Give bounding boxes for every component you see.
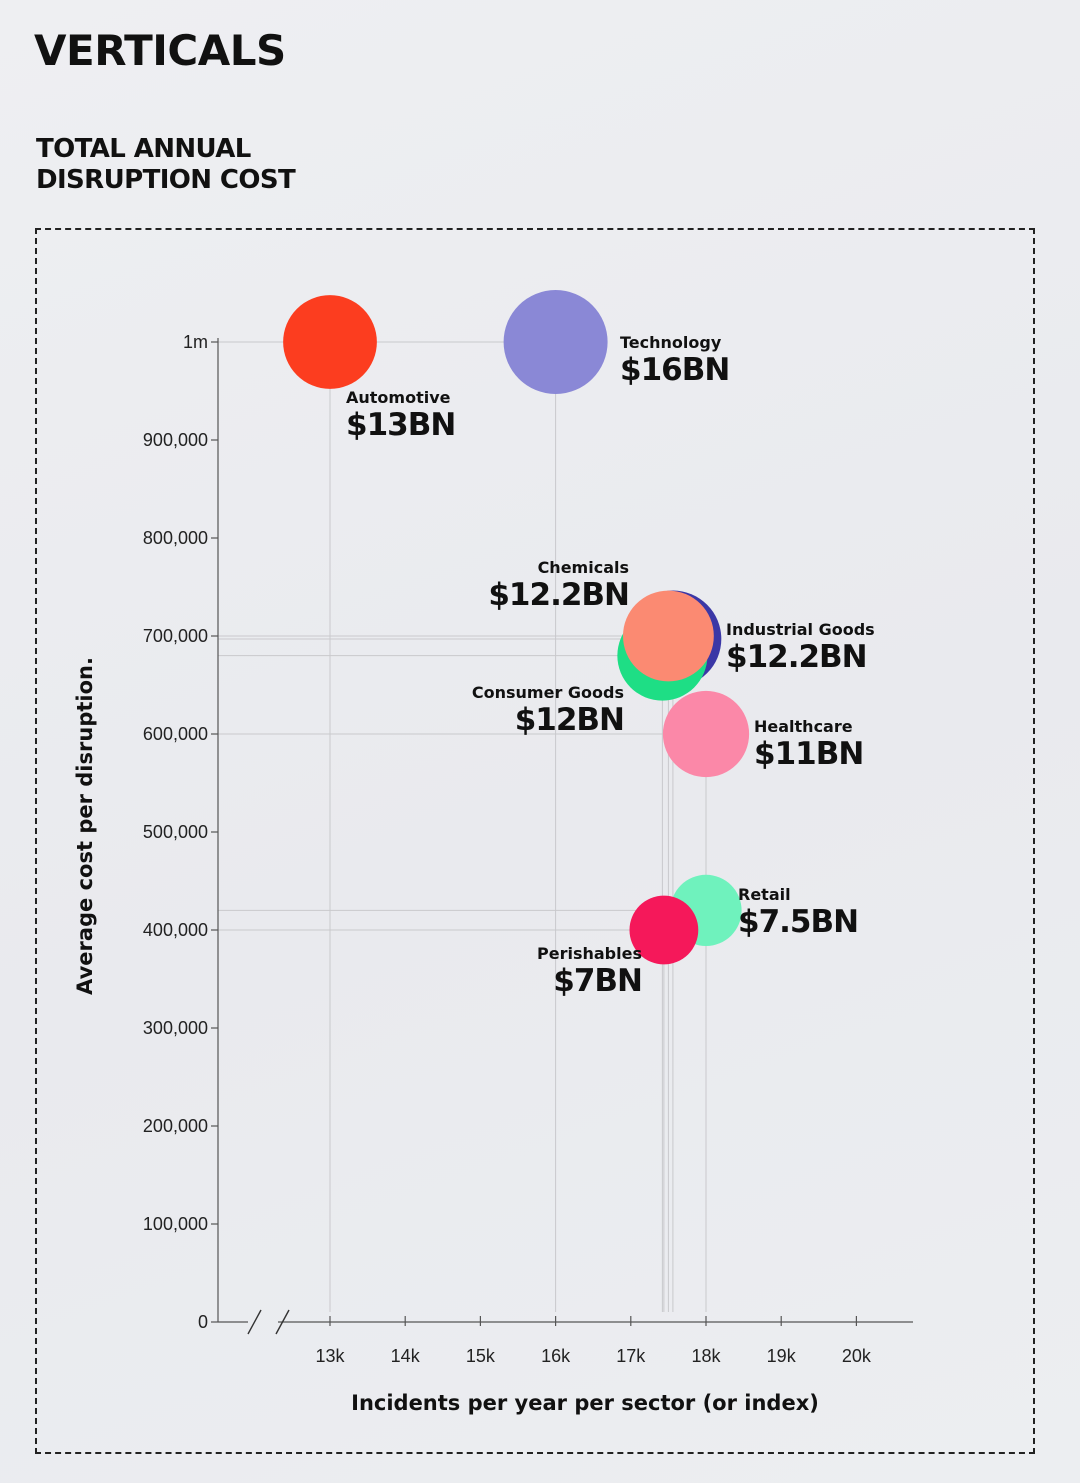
value-label-healthcare: $11BN (754, 736, 863, 772)
y-tick-label: 300,000 (143, 1018, 208, 1038)
chart-frame (35, 228, 1035, 1454)
value-label-automotive: $13BN (346, 407, 455, 443)
y-tick-label: 200,000 (143, 1116, 208, 1136)
value-label-chemicals: $12.2BN (488, 577, 629, 613)
y-axis-label: Average cost per disruption. (73, 657, 97, 995)
y-tick-label: 600,000 (143, 724, 208, 744)
y-tick-label: 800,000 (143, 528, 208, 548)
value-label-perishables: $7BN (553, 963, 642, 999)
series-label-perishables: Perishables (537, 944, 642, 963)
series-label-healthcare: Healthcare (754, 717, 853, 736)
y-tick-label: 400,000 (143, 920, 208, 940)
bubble-automotive (283, 295, 377, 389)
y-tick-label: 0 (198, 1312, 208, 1332)
subtitle-line-2: DISRUPTION COST (36, 165, 296, 195)
x-tick-label: 18k (691, 1346, 721, 1366)
bubble-technology (503, 290, 608, 394)
bubble-perishables (629, 895, 699, 965)
series-label-consumer-goods: Consumer Goods (472, 683, 624, 702)
page-title: VERTICALS (34, 26, 286, 75)
series-label-chemicals: Chemicals (538, 558, 629, 577)
value-label-consumer-goods: $12BN (515, 702, 624, 738)
series-label-industrial-goods: Industrial Goods (726, 620, 875, 639)
y-tick-label: 700,000 (143, 626, 208, 646)
x-tick-label: 16k (541, 1346, 571, 1366)
value-label-industrial-goods: $12.2BN (726, 639, 867, 675)
axis-break-mark (275, 1309, 290, 1335)
bubble-chemicals (622, 590, 714, 682)
x-tick-label: 20k (842, 1346, 872, 1366)
value-label-technology: $16BN (620, 352, 729, 388)
x-axis-label: Incidents per year per sector (or index) (351, 1391, 819, 1415)
series-label-technology: Technology (620, 333, 722, 352)
x-tick-label: 14k (391, 1346, 421, 1366)
x-tick-label: 19k (767, 1346, 797, 1366)
axis-break-mark (247, 1309, 262, 1335)
x-tick-label: 15k (466, 1346, 496, 1366)
subtitle-line-1: TOTAL ANNUAL (36, 134, 251, 164)
series-label-automotive: Automotive (346, 388, 451, 407)
series-label-retail: Retail (738, 885, 791, 904)
x-tick-label: 17k (616, 1346, 646, 1366)
y-tick-label: 100,000 (143, 1214, 208, 1234)
y-tick-label: 500,000 (143, 822, 208, 842)
value-label-retail: $7.5BN (738, 904, 858, 940)
chart-subtitle: TOTAL ANNUAL DISRUPTION COST (36, 134, 296, 196)
bubble-healthcare (662, 690, 750, 778)
y-tick-label: 900,000 (143, 430, 208, 450)
x-tick-label: 13k (315, 1346, 345, 1366)
y-tick-label: 1m (183, 332, 208, 352)
